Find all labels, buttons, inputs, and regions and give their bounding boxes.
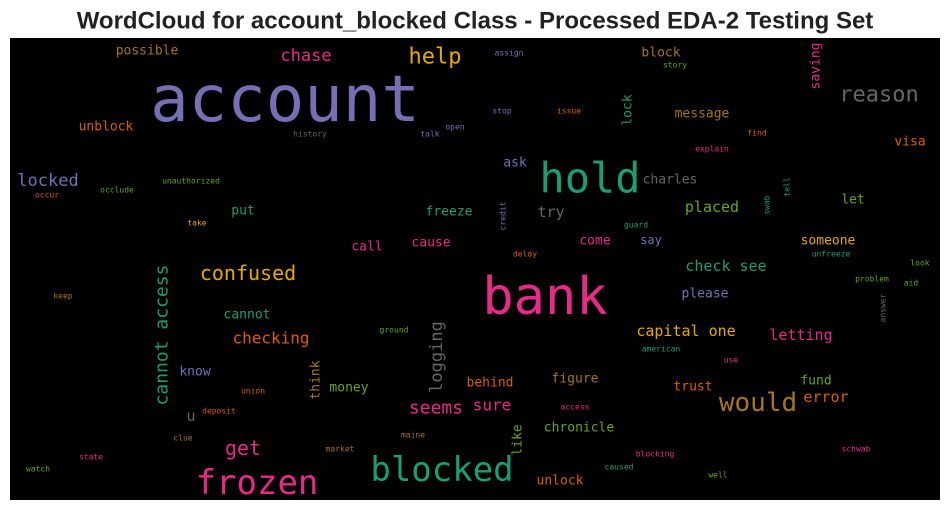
word: open	[445, 123, 464, 132]
word: tell	[783, 177, 792, 196]
word: cannot access	[152, 265, 173, 406]
word: let	[841, 193, 864, 208]
word: explain	[695, 145, 729, 154]
word: keep	[53, 292, 72, 301]
word: charles	[643, 173, 698, 188]
word: lock	[621, 94, 636, 125]
word: american	[642, 345, 681, 354]
word: union	[241, 387, 265, 396]
word: talk	[420, 130, 439, 139]
word: know	[179, 365, 210, 380]
word: seems	[409, 398, 463, 419]
word: u	[186, 407, 195, 425]
word: say	[640, 233, 662, 247]
word: guard	[624, 221, 648, 230]
word: market	[326, 445, 355, 454]
word: unblock	[79, 120, 134, 135]
word: ground	[380, 326, 409, 335]
chart-title: WordCloud for account_blocked Class - Pr…	[77, 7, 874, 34]
word: bank	[482, 267, 607, 327]
word: access	[561, 403, 590, 412]
word: cannot	[224, 308, 271, 323]
word: sure	[473, 396, 512, 415]
word: come	[579, 234, 610, 249]
word: checking	[232, 329, 309, 348]
word: unauthorized	[162, 177, 220, 186]
word: unfreeze	[812, 250, 851, 259]
word: like	[511, 424, 526, 455]
word: call	[351, 240, 382, 255]
word: someone	[801, 234, 856, 249]
word: watch	[26, 465, 50, 474]
word: help	[409, 45, 462, 70]
word: clue	[173, 434, 192, 443]
word: frozen	[196, 463, 319, 503]
word: figure	[552, 372, 599, 387]
word: occlude	[100, 186, 134, 195]
word: put	[231, 204, 254, 219]
word: money	[329, 381, 368, 396]
word: possible	[116, 44, 179, 59]
word: placed	[685, 198, 739, 216]
word: get	[225, 436, 261, 460]
word: story	[663, 61, 687, 70]
word: reason	[839, 83, 918, 108]
word: aid	[904, 279, 919, 288]
word: schwab	[842, 445, 871, 454]
word: occur	[35, 191, 59, 200]
word: confused	[200, 261, 296, 285]
word: hold	[539, 154, 640, 203]
word: issue	[557, 107, 581, 116]
word: chronicle	[544, 421, 615, 436]
word: think	[309, 360, 324, 399]
word: look	[910, 259, 929, 268]
word: saving	[809, 43, 824, 90]
word: chase	[280, 46, 331, 66]
word: logging	[427, 321, 447, 393]
word: please	[682, 287, 729, 302]
word: delay	[513, 250, 537, 259]
word: letting	[769, 326, 832, 344]
word: capital one	[636, 322, 735, 340]
word: trust	[673, 380, 712, 395]
word: take	[187, 219, 206, 228]
word: history	[293, 130, 327, 139]
word: well	[708, 471, 727, 480]
word: caused	[605, 463, 634, 472]
word: fund	[800, 374, 831, 389]
word: swab	[763, 195, 772, 214]
word: use	[724, 356, 739, 365]
word: find	[747, 129, 766, 138]
word: blocked	[370, 450, 513, 490]
word: unlock	[537, 474, 584, 489]
word: credit	[499, 201, 508, 230]
word: stop	[492, 107, 511, 116]
word: ask	[503, 156, 527, 171]
word: maine	[401, 431, 425, 440]
word: assign	[495, 49, 524, 58]
word: problem	[855, 275, 889, 284]
cloud-background	[10, 38, 940, 500]
word: locked	[17, 171, 78, 191]
word: error	[803, 388, 848, 406]
word: cause	[411, 236, 450, 251]
word: try	[537, 203, 564, 221]
word: freeze	[426, 205, 473, 220]
word: message	[675, 107, 730, 122]
word: visa	[894, 135, 925, 150]
word: blocking	[636, 450, 675, 459]
word: block	[641, 46, 680, 61]
word: check see	[685, 257, 766, 275]
word: would	[719, 388, 797, 418]
word: behind	[467, 376, 514, 391]
word: state	[79, 453, 103, 462]
word: deposit	[202, 407, 236, 416]
word: account	[150, 63, 420, 137]
word: answer	[879, 293, 888, 322]
